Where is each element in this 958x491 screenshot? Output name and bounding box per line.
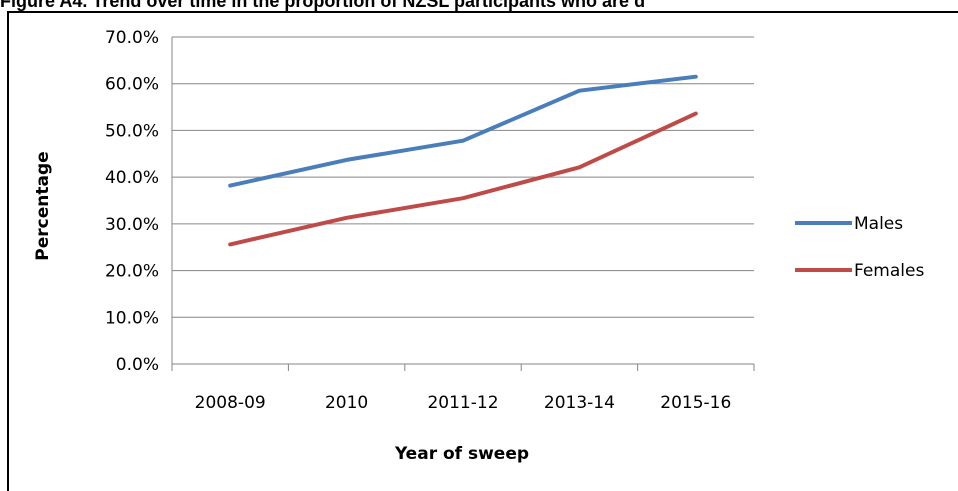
y-tick-label: 20.0% — [105, 262, 159, 282]
legend-label-females: Females — [854, 261, 924, 281]
x-tick-label: 2008-09 — [195, 393, 266, 413]
x-tick-label: 2011-12 — [427, 393, 498, 413]
y-tick-label: 70.0% — [105, 28, 159, 48]
y-tick-labels: 0.0% 10.0% 20.0% 30.0% 40.0% 50.0% 60.0% 70.0% — [105, 28, 159, 375]
x-tick-label: 2013-14 — [544, 393, 615, 413]
axes — [171, 37, 755, 371]
y-tick-label: 40.0% — [105, 168, 159, 188]
legend: Males Females — [795, 214, 924, 281]
x-tick-label: 2010 — [325, 393, 368, 413]
legend-label-males: Males — [854, 214, 903, 234]
x-tick-label: 2015-16 — [660, 393, 731, 413]
y-tick-label: 10.0% — [105, 308, 159, 328]
chart-frame — [7, 11, 958, 491]
series-lines — [228, 74, 698, 247]
x-axis-title: Year of sweep — [394, 444, 529, 464]
series-line-males — [228, 74, 698, 188]
y-axis-title: Percentage — [33, 151, 53, 260]
y-tick-label: 0.0% — [116, 355, 159, 375]
figure-title: Figure A4. Trend over time in the propor… — [0, 0, 646, 11]
series-line-females — [228, 111, 698, 247]
y-tick-label: 30.0% — [105, 215, 159, 235]
y-tick-label: 60.0% — [105, 75, 159, 95]
y-tick-label: 50.0% — [105, 121, 159, 141]
x-tick-labels: 2008-09 2010 2011-12 2013-14 2015-16 — [195, 393, 732, 413]
